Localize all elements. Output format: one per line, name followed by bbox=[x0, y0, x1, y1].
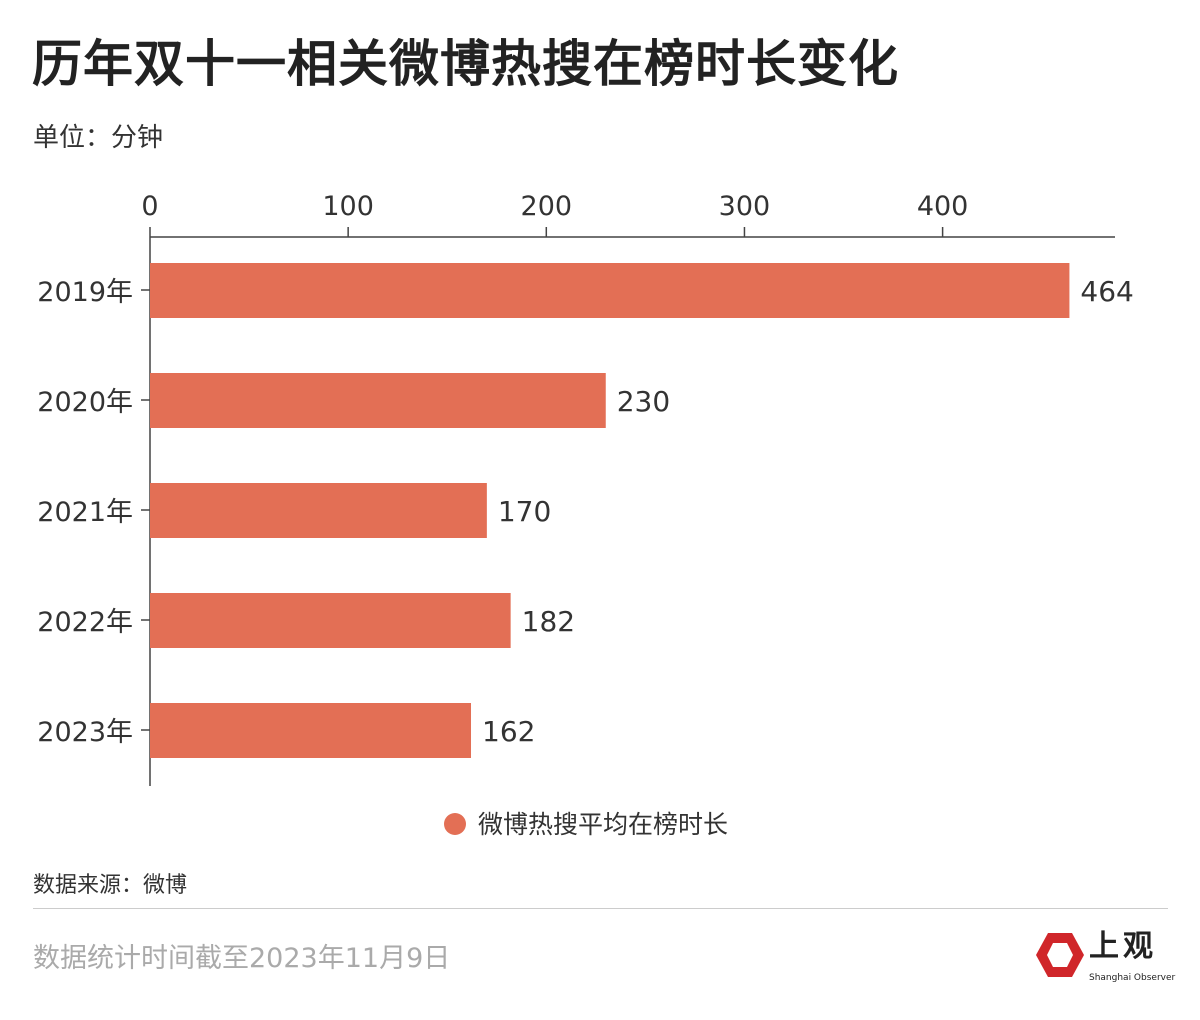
y-tick-label: 2023年 bbox=[37, 717, 133, 748]
y-tick-label: 2020年 bbox=[37, 387, 133, 418]
bar bbox=[150, 703, 472, 758]
footnote: 数据统计时间截至2023年11月9日 bbox=[33, 943, 451, 974]
data-label: 182 bbox=[522, 605, 575, 638]
data-label: 170 bbox=[498, 495, 551, 528]
bar-chart: 0 100 200 300 400 2019年 464 2020年 230 2021年 170 202… bbox=[37, 191, 1134, 839]
data-source: 数据来源：微博 bbox=[33, 873, 188, 898]
y-tick-label: 2021年 bbox=[37, 497, 133, 528]
divider bbox=[33, 908, 1168, 909]
x-tick-label: 100 bbox=[322, 191, 374, 222]
y-tick-label: 2019年 bbox=[37, 277, 133, 308]
x-tick-label: 300 bbox=[719, 191, 771, 222]
legend-label: 微博热搜平均在榜时长 bbox=[478, 810, 728, 839]
hexagon-logo-icon bbox=[1036, 933, 1084, 977]
unit-label: 单位：分钟 bbox=[33, 123, 164, 153]
logo-cn-text: 上观 bbox=[1089, 929, 1157, 964]
x-tick-label: 200 bbox=[521, 191, 573, 222]
x-tick-label: 400 bbox=[917, 191, 969, 222]
x-tick-label: 0 bbox=[141, 191, 158, 222]
logo-en-text: Shanghai Observer bbox=[1089, 973, 1176, 983]
y-tick-label: 2022年 bbox=[37, 607, 133, 638]
shanghai-observer-logo: 上观 Shanghai Observer bbox=[1035, 930, 1185, 988]
bar bbox=[150, 263, 1070, 318]
bar bbox=[150, 373, 606, 428]
legend-marker bbox=[444, 813, 466, 835]
chart-title: 历年双十一相关微博热搜在榜时长变化 bbox=[32, 35, 899, 93]
data-label: 162 bbox=[482, 715, 535, 748]
data-label: 464 bbox=[1080, 275, 1133, 308]
data-label: 230 bbox=[617, 385, 670, 418]
bar bbox=[150, 483, 487, 538]
bar bbox=[150, 593, 511, 648]
